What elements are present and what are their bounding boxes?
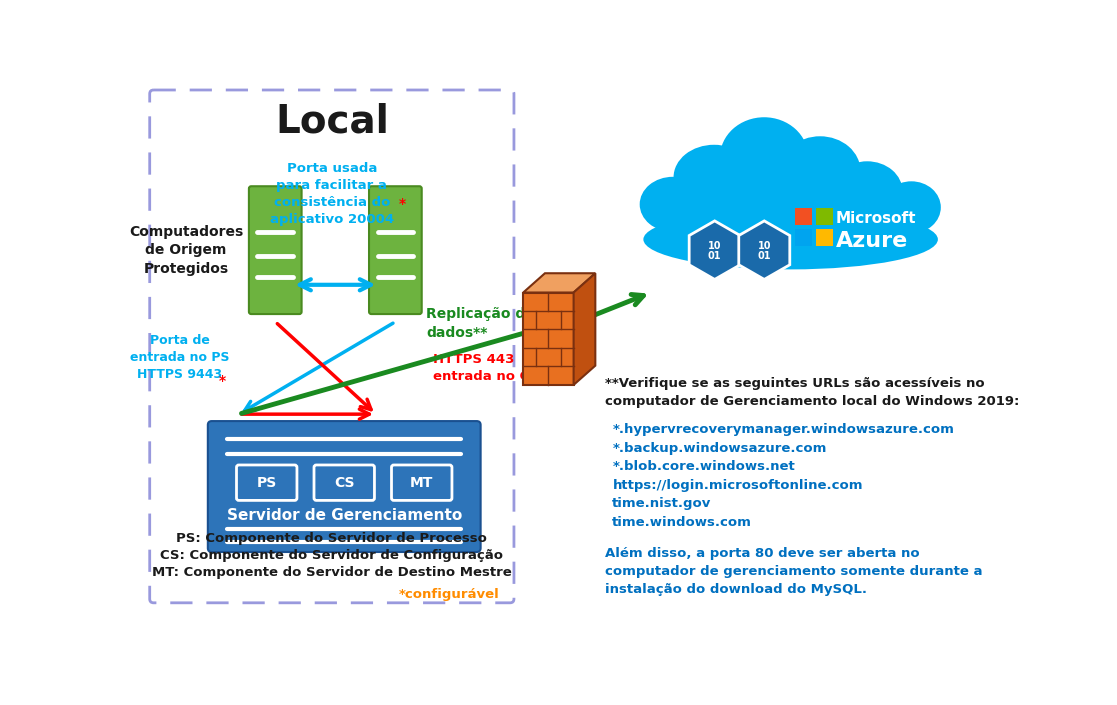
- Text: Replicação de
dados**: Replicação de dados**: [427, 307, 535, 340]
- Text: 01: 01: [757, 250, 771, 261]
- Text: *: *: [219, 374, 226, 388]
- Polygon shape: [574, 274, 595, 385]
- Polygon shape: [738, 221, 790, 279]
- Polygon shape: [523, 274, 595, 293]
- Text: *.blob.core.windows.net: *.blob.core.windows.net: [612, 460, 795, 473]
- Text: **Verifique se as seguintes URLs são acessíveis no
computador de Gerenciamento l: **Verifique se as seguintes URLs são ace…: [604, 377, 1019, 408]
- Text: 10: 10: [757, 241, 771, 251]
- Polygon shape: [523, 293, 574, 385]
- Text: Azure: Azure: [836, 231, 908, 250]
- Text: 10: 10: [708, 241, 722, 251]
- Text: PS: PS: [257, 476, 277, 490]
- Bar: [815, 208, 833, 225]
- Bar: [795, 229, 812, 246]
- Ellipse shape: [643, 209, 938, 269]
- Bar: [795, 208, 812, 225]
- Text: Porta usada
para facilitar a
consistência do
aplicativo 20004: Porta usada para facilitar a consistênci…: [270, 161, 394, 226]
- Ellipse shape: [720, 117, 809, 197]
- FancyBboxPatch shape: [208, 421, 480, 552]
- Bar: [815, 229, 833, 246]
- Ellipse shape: [832, 161, 903, 221]
- Text: CS: Componente do Servidor de Configuração: CS: Componente do Servidor de Configuraç…: [161, 549, 504, 563]
- Text: Armazenamento de blobs: Armazenamento de blobs: [659, 280, 820, 293]
- Text: CS: CS: [334, 476, 354, 490]
- Ellipse shape: [882, 181, 941, 233]
- Ellipse shape: [658, 174, 923, 264]
- Text: https://login.microsoftonline.com: https://login.microsoftonline.com: [612, 479, 862, 492]
- Text: *: *: [399, 197, 407, 211]
- Text: *configurável: *configurável: [399, 588, 500, 601]
- Text: time.windows.com: time.windows.com: [612, 516, 752, 529]
- Ellipse shape: [640, 177, 706, 232]
- Text: Microsoft: Microsoft: [836, 211, 917, 226]
- Text: MT: Componente do Servidor de Destino Mestre: MT: Componente do Servidor de Destino Me…: [152, 566, 512, 580]
- Text: Servidor de Gerenciamento: Servidor de Gerenciamento: [227, 508, 461, 523]
- Text: time.nist.gov: time.nist.gov: [612, 497, 712, 510]
- Polygon shape: [689, 221, 741, 279]
- Text: PS: Componente do Servidor de Processo: PS: Componente do Servidor de Processo: [176, 532, 487, 546]
- Text: *.backup.windowsazure.com: *.backup.windowsazure.com: [612, 442, 827, 455]
- Text: Local: Local: [275, 102, 389, 140]
- Text: MT: MT: [410, 476, 433, 490]
- Text: Computadores
de Origem
Protegidos: Computadores de Origem Protegidos: [128, 225, 244, 276]
- FancyBboxPatch shape: [249, 186, 302, 314]
- FancyBboxPatch shape: [369, 186, 422, 314]
- Ellipse shape: [674, 145, 755, 210]
- Text: *.hypervrecoverymanager.windowsazure.com: *.hypervrecoverymanager.windowsazure.com: [612, 424, 954, 436]
- Ellipse shape: [780, 136, 860, 207]
- Text: Porta de
entrada no PS
HTTPS 9443: Porta de entrada no PS HTTPS 9443: [131, 334, 230, 381]
- Text: 01: 01: [708, 250, 722, 261]
- Text: HTTPS 443
entrada no CS: HTTPS 443 entrada no CS: [432, 353, 538, 383]
- Text: Além disso, a porta 80 deve ser aberta no
computador de gerenciamento somente du: Além disso, a porta 80 deve ser aberta n…: [604, 546, 982, 596]
